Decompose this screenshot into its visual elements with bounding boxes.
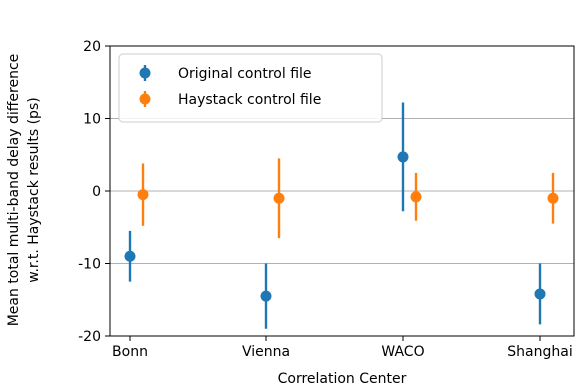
x-tick-label: WACO: [381, 344, 424, 360]
data-series: [124, 102, 559, 329]
series-1: [137, 158, 559, 239]
legend-items: Original control file Haystack control fi…: [139, 65, 321, 108]
gridlines: [110, 118, 574, 264]
plot-frame: [109, 45, 575, 337]
series-0: [124, 102, 546, 329]
data-point: [273, 192, 285, 204]
data-point: [410, 191, 422, 203]
y-tick-label: 10: [83, 112, 101, 128]
y-axis-label-line-1: Mean total multi-band delay difference: [6, 54, 22, 327]
data-point: [547, 192, 559, 204]
y-axis-label: Mean total multi-band delay difference w…: [6, 54, 42, 327]
legend-label: Haystack control file: [178, 92, 321, 108]
x-tick-label: Shanghai: [507, 344, 572, 360]
data-point: [397, 151, 409, 163]
y-tick-label: 0: [92, 184, 101, 200]
data-point: [124, 250, 136, 262]
y-tick-label: -20: [78, 329, 101, 345]
data-point: [137, 189, 149, 201]
x-tick-label: Vienna: [242, 344, 290, 360]
legend-marker: [139, 93, 151, 105]
x-axis-label: Correlation Center: [278, 371, 407, 387]
legend-marker: [139, 67, 151, 79]
data-point: [260, 290, 272, 302]
legend-label: Original control file: [178, 66, 312, 82]
y-tick-label: -10: [78, 257, 101, 273]
y-tick-label: 20: [83, 39, 101, 55]
ticks: -20 -10 0 10 20 Bonn Vienna WACO Shanghai: [78, 39, 573, 360]
y-axis-label-line-2: w.r.t. Haystack results (ps): [26, 97, 42, 282]
legend-box: [118, 53, 383, 123]
x-tick-label: Bonn: [112, 344, 148, 360]
data-point: [534, 288, 546, 300]
legend: Original control file Haystack control fi…: [118, 53, 383, 123]
